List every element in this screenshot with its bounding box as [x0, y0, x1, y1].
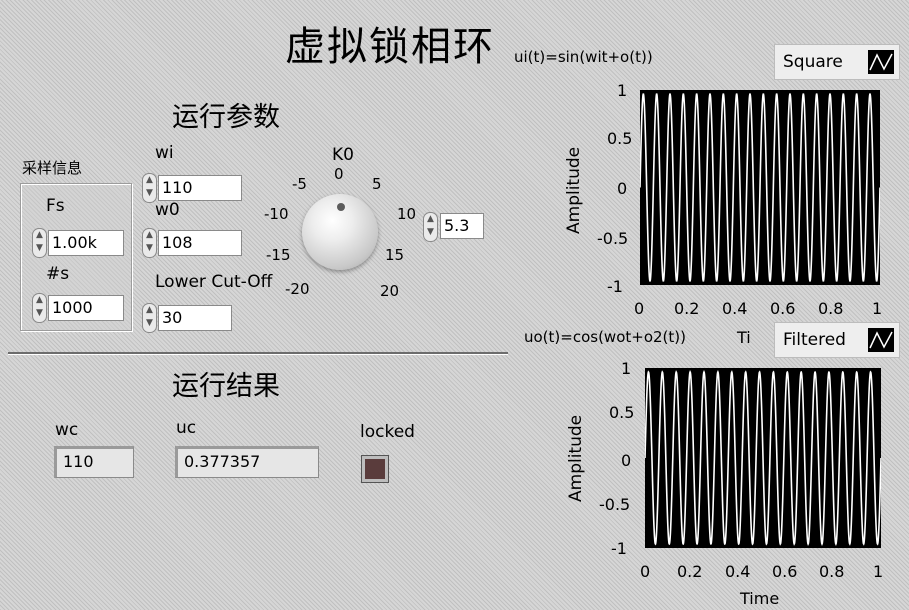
locked-led: [362, 456, 388, 482]
chart1-ytick-0: 0: [617, 179, 628, 198]
chart1-ytick-1: 1: [617, 81, 628, 100]
uc-indicator: 0.377357: [175, 446, 319, 478]
chart2-xlabel: Time: [740, 589, 780, 608]
k0-scale-15: 15: [385, 246, 405, 264]
page-title: 虚拟锁相环: [285, 24, 495, 70]
waveform-icon: [868, 328, 894, 352]
chart1-legend-label: Square: [783, 52, 843, 72]
cutoff-label: Lower Cut-Off: [155, 272, 273, 292]
chart2-legend-label: Filtered: [783, 330, 846, 350]
chart1-ytick-minus1: -1: [607, 277, 623, 296]
fs-label: Fs: [46, 196, 65, 216]
chart2-title: uo(t)=cos(wot+o2(t)): [524, 328, 686, 346]
fs-spinner[interactable]: ▲ ▼: [32, 228, 47, 258]
chart1-xtick-0.2: 0.2: [674, 299, 700, 318]
chart2-ytick-1: 1: [621, 359, 632, 378]
chart2-ytick-minus1: -1: [611, 539, 627, 558]
chart1-title: ui(t)=sin(wit+o(t)): [514, 48, 653, 66]
k0-spinner[interactable]: ▲ ▼: [423, 212, 438, 242]
chart1-ylabel: Amplitude: [564, 146, 584, 234]
chart1-ytick-minus0.5: -0.5: [597, 229, 629, 248]
sampling-label: 采样信息: [22, 159, 83, 177]
k0-scale-minus15: -15: [266, 246, 291, 264]
chart1-xtick-0: 0: [634, 299, 645, 318]
chart1-xtick-1: 1: [872, 299, 883, 318]
k0-label: K0: [332, 145, 354, 165]
waveform-icon: [868, 50, 894, 74]
cutoff-input[interactable]: 30: [158, 305, 232, 331]
k0-scale-minus5: -5: [292, 175, 307, 193]
chart1-ytick-0.5: 0.5: [607, 129, 633, 148]
w0-input[interactable]: 108: [158, 230, 242, 256]
k0-input[interactable]: 5.3: [440, 213, 484, 239]
series-line-filtered: [645, 369, 881, 547]
params-heading: 运行参数: [172, 102, 280, 133]
locked-label: locked: [360, 422, 415, 442]
k0-scale-minus10: -10: [264, 205, 289, 223]
series-line-square: [640, 93, 880, 282]
chart1-xlabel: Ti: [737, 328, 751, 347]
k0-scale-10: 10: [397, 205, 417, 223]
chart2-plot[interactable]: [645, 368, 881, 548]
chart2-ytick-0.5: 0.5: [609, 403, 635, 422]
wi-input[interactable]: 110: [158, 175, 242, 201]
chart1-xtick-0.8: 0.8: [818, 299, 844, 318]
chart1-xtick-0.4: 0.4: [722, 299, 748, 318]
w0-spinner[interactable]: ▲ ▼: [142, 228, 157, 258]
chart2-legend[interactable]: Filtered: [774, 322, 900, 358]
ns-label: #s: [46, 264, 70, 284]
chart2-ylabel: Amplitude: [566, 414, 586, 502]
k0-scale-20: 20: [380, 282, 400, 300]
cutoff-spinner[interactable]: ▲ ▼: [142, 303, 157, 333]
k0-scale-minus20: -20: [285, 280, 310, 298]
chart2-xtick-0.2: 0.2: [677, 562, 703, 581]
section-divider: [8, 352, 508, 355]
chart2-ytick-minus0.5: -0.5: [599, 495, 631, 514]
uc-label: uc: [176, 418, 197, 438]
chart2-xtick-0.4: 0.4: [725, 562, 751, 581]
k0-knob-indicator: [337, 203, 345, 211]
ns-spinner[interactable]: ▲ ▼: [32, 293, 47, 323]
chart2-xtick-1: 1: [873, 562, 884, 581]
k0-scale-5: 5: [372, 175, 382, 193]
fs-input[interactable]: 1.00k: [48, 230, 124, 256]
ns-input[interactable]: 1000: [48, 295, 124, 321]
chart1-xtick-0.6: 0.6: [770, 299, 796, 318]
results-heading: 运行结果: [172, 371, 280, 402]
chart2-xtick-0: 0: [640, 562, 651, 581]
chart2-xtick-0.8: 0.8: [819, 562, 845, 581]
chart1-plot[interactable]: [640, 90, 880, 285]
wc-indicator: 110: [54, 446, 134, 478]
k0-scale-0: 0: [334, 165, 344, 183]
wi-label: wi: [155, 143, 174, 163]
chart2-ytick-0: 0: [621, 451, 632, 470]
wc-label: wc: [55, 420, 79, 440]
chart1-legend[interactable]: Square: [774, 44, 900, 80]
wi-spinner[interactable]: ▲ ▼: [142, 173, 157, 203]
chart2-xtick-0.6: 0.6: [772, 562, 798, 581]
w0-label: w0: [155, 200, 180, 220]
